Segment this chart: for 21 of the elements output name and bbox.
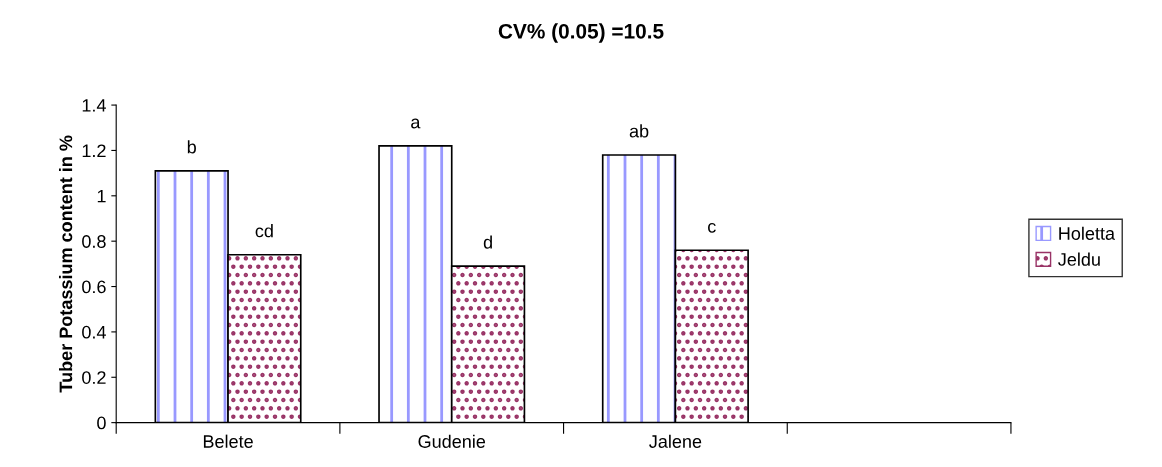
annotation: c xyxy=(708,222,716,233)
y-tick-label: 0.8 xyxy=(82,235,106,248)
y-tick-label: 0 xyxy=(97,416,106,430)
y-tick-label: 1 xyxy=(97,189,106,203)
y-axis-title: Tuber Potassium content in % xyxy=(58,135,73,393)
legend-label: Jeldu xyxy=(1058,252,1100,266)
legend-label: Holetta xyxy=(1059,226,1116,240)
y-tick-label: 0.2 xyxy=(82,371,106,384)
y-tick-label: 1.2 xyxy=(82,144,106,157)
annotation: d xyxy=(483,235,492,249)
annotation: cd xyxy=(255,224,273,238)
annotation: a xyxy=(411,118,421,129)
x-tick-label: Gudenie xyxy=(418,434,486,448)
x-tick-label: Jalene xyxy=(649,434,702,448)
y-tick-label: 1.4 xyxy=(82,99,106,112)
annotation: b xyxy=(187,140,196,154)
chart-title: CV% (0.05) =10.5 xyxy=(498,23,664,43)
annotation: ab xyxy=(629,124,649,138)
y-tick-label: 0.6 xyxy=(82,280,106,294)
x-tick-label: Belete xyxy=(203,434,253,448)
y-tick-label: 0.4 xyxy=(82,325,106,339)
